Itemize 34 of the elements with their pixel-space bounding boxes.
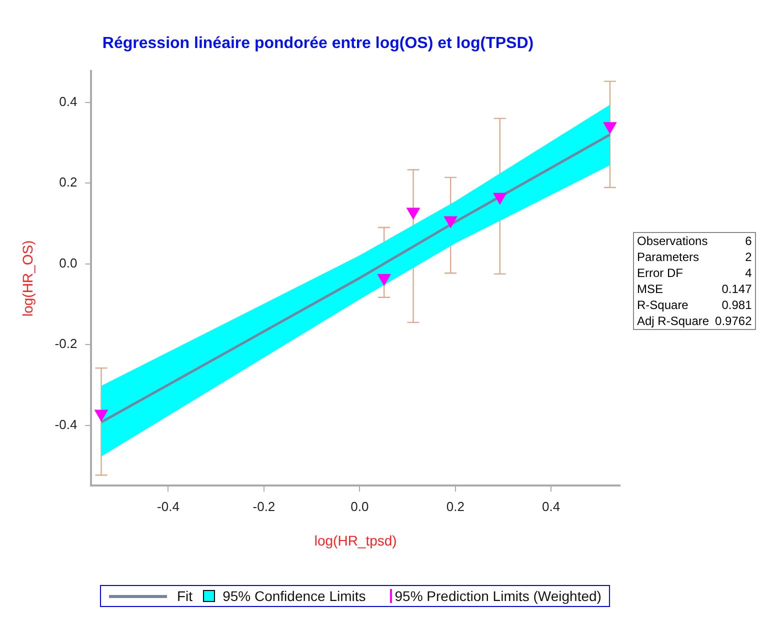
y-tick-label: 0.2 [59,174,78,190]
text: R-Square [636,297,690,313]
point [603,122,617,134]
x-tick-label: 0.0 [350,498,369,514]
text: 95% Confidence Limits [222,588,366,604]
x-tick-label: -0.2 [252,498,276,514]
chart-title: Régression linéaire pondorée entre log(OS) et log(TPSD) [102,35,534,52]
x-axis-title: log(HR_tpsd) [314,532,397,548]
text: 6 [744,233,753,249]
point [406,208,420,220]
text: Parameters [636,249,700,265]
text: Observations [636,233,709,249]
text: 0.147 [720,281,753,297]
x-tick-label: 0.4 [542,498,560,514]
y-tick-label: -0.4 [54,416,78,432]
point [94,410,108,422]
text: Error DF [636,265,684,281]
point [378,274,391,286]
y-tick-label: 0.4 [59,94,78,109]
y-tick-label: 0.0 [59,255,78,270]
point [444,216,458,228]
text: 2 [744,249,753,265]
legend-label: 95% Prediction Limits (Weighted) [394,588,602,604]
text: MSE [636,281,664,297]
x-tick-label: -0.4 [157,498,180,514]
text: 0.9762 [714,313,753,330]
legend-label: Fit [177,588,193,604]
point [493,192,506,204]
y-tick-label: -0.2 [54,336,78,352]
y-axis-title: log(HR_OS) [19,240,36,317]
text: 4 [744,265,753,281]
text: 0.981 [720,297,753,313]
text: Adj R-Square [636,313,710,330]
x-tick-label: 0.2 [446,498,464,514]
